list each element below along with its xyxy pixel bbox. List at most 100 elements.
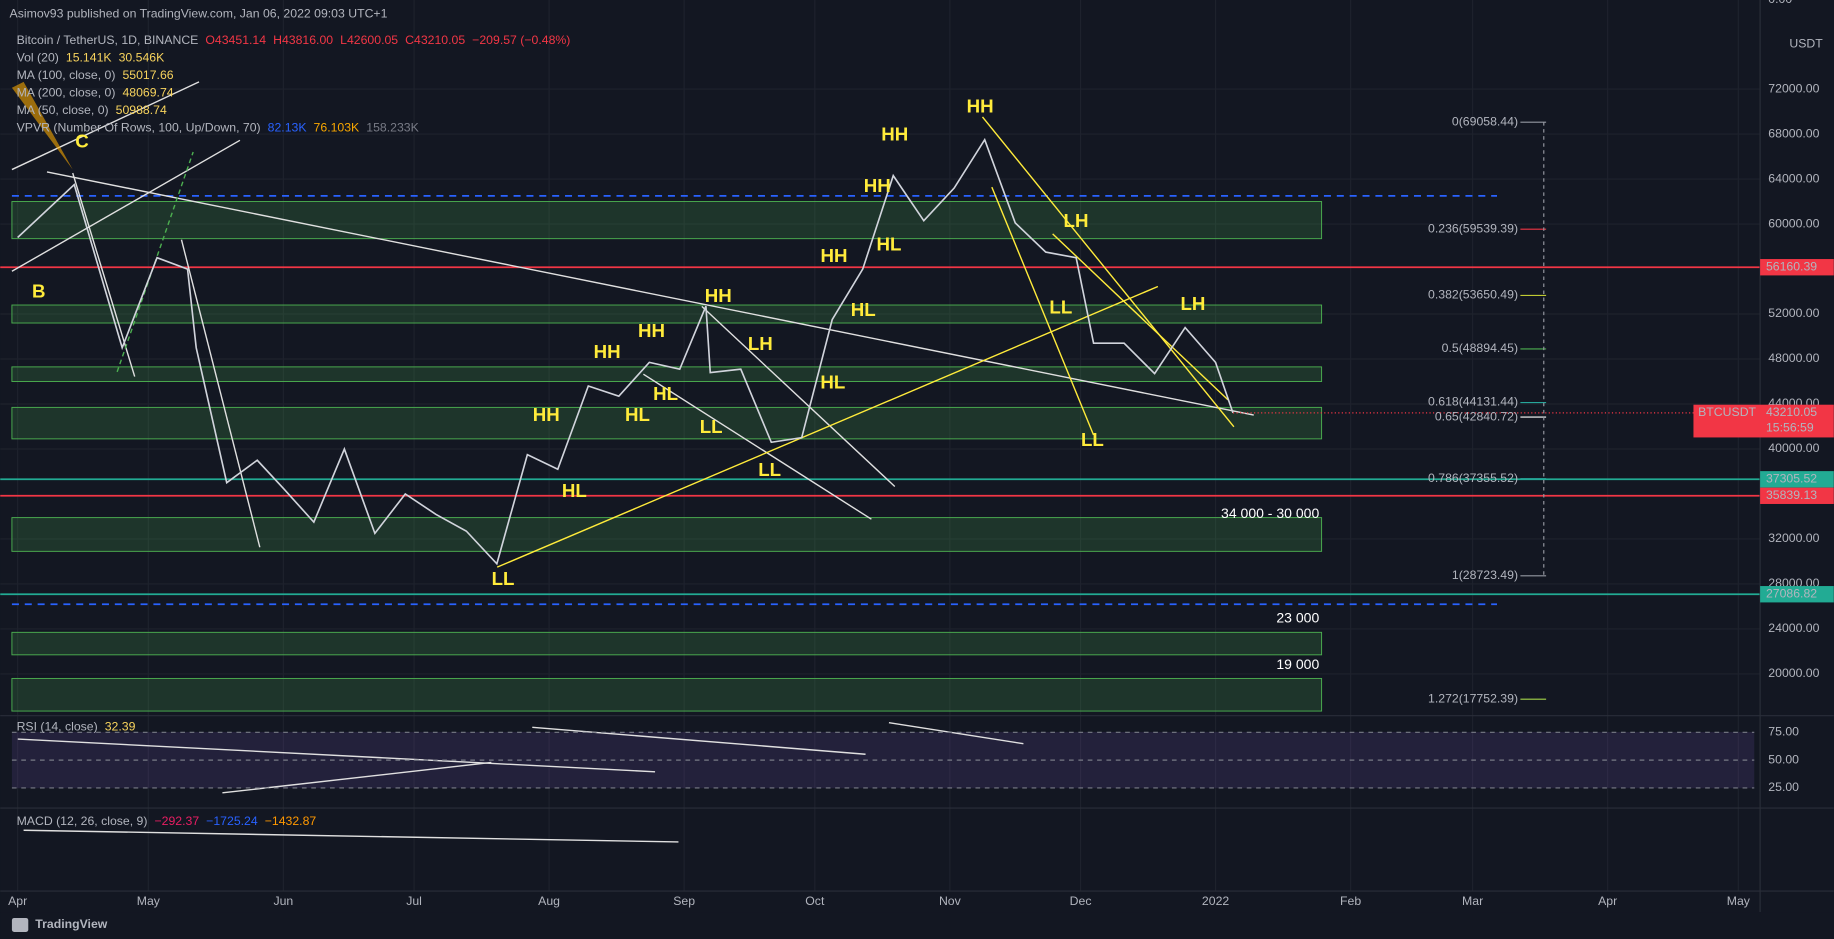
price-tag-label: 27086.82 (1766, 586, 1817, 600)
wave-annotation: HH (881, 124, 908, 145)
y-tick-label: 68000.00 (1768, 126, 1819, 140)
legend-part: RSI (14, close) (17, 720, 98, 734)
fib-label: 0.65(42840.72) (1435, 409, 1518, 423)
macd-tick-label: 0.00 (1768, 0, 1792, 6)
currency: USDT (1789, 37, 1823, 51)
wave-annotation: LL (1049, 297, 1072, 318)
x-tick-label: May (1727, 894, 1751, 908)
x-tick-label: May (137, 894, 161, 908)
trend-line (888, 721, 1024, 745)
fib-label: 0.236(59539.39) (1428, 221, 1518, 235)
macd-legend: MACD (12, 26, close, 9) −292.37 −1725.24 −1… (17, 814, 317, 828)
zone-label: 19 000 (1276, 656, 1319, 672)
trend-line (701, 305, 896, 487)
x-tick-label: Jun (273, 894, 293, 908)
fib-label: 0.786(37355.52) (1428, 471, 1518, 485)
wave-annotation: LL (492, 568, 515, 589)
legend-value: 50988.74 (116, 103, 167, 117)
x-tick-label: Aug (538, 894, 560, 908)
wave-annotation: LH (1064, 210, 1089, 231)
zone (11, 517, 1323, 552)
zones (0, 195, 1761, 712)
legend-label: MA (100, close, 0) (17, 68, 116, 82)
legend-value: H43816.00 (273, 33, 333, 47)
trend-line (496, 285, 1159, 568)
fib-label: 0.382(53650.49) (1428, 288, 1518, 302)
legend-label: Bitcoin / TetherUS, 1D, BINANCE (17, 33, 199, 47)
wave-marker (11, 81, 73, 170)
legend-value: −292.37 (154, 814, 199, 828)
publisher: Asimov93 published on TradingView.com, J… (10, 6, 388, 20)
wave-annotation: HL (625, 404, 650, 425)
x-tick-label: Mar (1462, 894, 1483, 908)
legend-value: −209.57 (−0.48%) (472, 33, 570, 47)
legend-label: MA (50, close, 0) (17, 103, 109, 117)
y-tick-label: 32000.00 (1768, 531, 1819, 545)
trend-lines (11, 81, 1254, 843)
zone (11, 201, 1323, 240)
marks: CBHHHHHHHHHHHHHHHHHLHLHLHLHLHLLHLHLHLLLL… (17, 96, 1761, 700)
x-tick-label: Apr (1598, 894, 1617, 908)
trend-line (991, 186, 1095, 436)
price-tag-label: 37305.52 (1766, 472, 1817, 486)
fib-label: 1(28723.49) (1452, 568, 1518, 582)
trend-line (23, 829, 679, 843)
legend-item: MA (100, close, 0) 55017.66 (17, 68, 174, 82)
price-tag (1760, 487, 1834, 504)
wave-annotation: HH (864, 175, 891, 196)
rsi-tick-label: 50.00 (1768, 752, 1799, 766)
wave-annotation: HH (638, 320, 665, 341)
y-tick-label: 20000.00 (1768, 666, 1819, 680)
wave-annotation: HH (705, 285, 732, 306)
legend-label: MA (200, close, 0) (17, 86, 116, 100)
footer (0, 912, 1834, 939)
x-tick-label: Jul (406, 894, 422, 908)
brand: TradingView (35, 917, 107, 931)
zone (11, 304, 1323, 324)
legend-item: MA (200, close, 0) 48069.74 (17, 86, 174, 100)
wave-annotation: HH (533, 404, 560, 425)
legend-value: 30.546K (119, 51, 166, 65)
legend-value: O43451.14 (205, 33, 266, 47)
grid (0, 0, 1761, 892)
price-tag-label: 35839.13 (1766, 488, 1817, 502)
rsi-tick-label: 25.00 (1768, 780, 1799, 794)
rsi-tick-label: 75.00 (1768, 725, 1799, 739)
trend-line (642, 373, 872, 520)
wave-annotation: C (75, 131, 88, 152)
wave-annotation: HL (876, 234, 901, 255)
price-tag-label: 56160.39 (1766, 259, 1817, 273)
wave-annotation: HL (562, 480, 587, 501)
x-tick-label: Nov (939, 894, 962, 908)
y-tick-label: 52000.00 (1768, 306, 1819, 320)
trend-line (11, 139, 241, 272)
logo (11, 917, 29, 932)
y-tick-label: 48000.00 (1768, 351, 1819, 365)
trend-line (180, 239, 261, 548)
price-tag (1760, 471, 1834, 488)
wave-annotation: LL (1081, 429, 1104, 450)
legend-value: 55017.66 (122, 68, 173, 82)
y-tick-label: 72000.00 (1768, 81, 1819, 95)
wave-annotation: B (32, 280, 46, 301)
wave-annotation: HL (851, 299, 876, 320)
legend-item: Bitcoin / TetherUS, 1D, BINANCE O43451.14… (17, 33, 571, 47)
wave-annotation: LL (758, 459, 781, 480)
y-tick-label: 60000.00 (1768, 216, 1819, 230)
fib-label: 0.5(48894.45) (1442, 341, 1518, 355)
legend-item: Vol (20) 15.141K 30.546K (17, 51, 166, 65)
trend-line (11, 81, 200, 171)
zone-label: 23 000 (1276, 609, 1319, 625)
zone (11, 366, 1323, 382)
legend-value: L42600.05 (340, 33, 398, 47)
trend-line (17, 738, 656, 773)
price-tag (1760, 259, 1834, 276)
wave-annotation: HH (594, 341, 621, 362)
trend-line (46, 171, 1254, 416)
wave-annotation: HH (820, 245, 847, 266)
y-tick-label: 24000.00 (1768, 621, 1819, 635)
fib-label: 1.272(17752.39) (1428, 691, 1518, 705)
zone-label: 34 000 - 30 000 (1221, 505, 1319, 521)
